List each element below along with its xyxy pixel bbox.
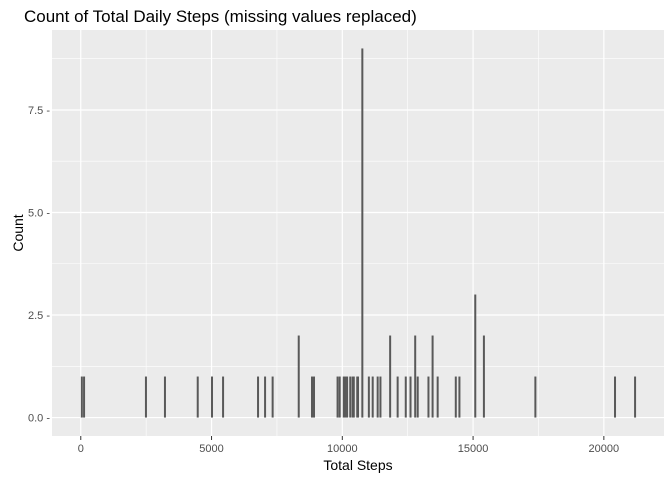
histogram-bar — [474, 294, 477, 418]
minor-gridlines — [52, 30, 664, 436]
histogram-bar — [297, 335, 300, 418]
histogram-bar — [367, 376, 370, 418]
histogram-bar — [458, 376, 461, 418]
histogram-bar — [357, 376, 359, 418]
x-axis-ticks: 0 5000 10000 15000 20000 — [78, 436, 619, 455]
histogram-bar — [264, 376, 267, 418]
histogram-bar — [196, 376, 199, 418]
histogram-bar — [336, 376, 339, 418]
histogram-bar — [222, 376, 225, 418]
histogram-bar — [163, 376, 166, 418]
y-tick-label: 2.5 - — [28, 310, 50, 322]
x-axis-title: Total Steps — [323, 457, 392, 473]
y-axis-ticks: 0.0 - 2.5 - 5.0 - 7.5 - — [28, 105, 50, 425]
x-tick-label: 20000 — [589, 443, 620, 455]
histogram-bar — [427, 376, 430, 418]
histogram-bar — [346, 376, 349, 418]
plot-panel — [52, 30, 664, 436]
y-tick-label: 7.5 - — [28, 105, 50, 117]
histogram-bar — [396, 376, 399, 418]
histogram-bar — [379, 376, 382, 418]
histogram-bar — [454, 376, 457, 418]
chart-title: Count of Total Daily Steps (missing valu… — [24, 7, 417, 26]
histogram-bar — [414, 335, 417, 418]
histogram-bar — [349, 376, 352, 418]
y-axis-title: Count — [10, 214, 26, 251]
histogram-bar — [416, 376, 419, 418]
x-tick-label: 5000 — [199, 443, 223, 455]
y-tick-label: 0.0 - — [28, 413, 50, 425]
histogram-bar — [431, 335, 434, 418]
histogram-bar — [409, 376, 412, 418]
histogram-bar — [271, 376, 274, 418]
histogram-bar — [310, 376, 313, 418]
histogram-bar — [257, 376, 260, 418]
x-tick-label: 0 — [78, 443, 84, 455]
histogram-bar — [436, 376, 439, 418]
histogram-bar — [376, 376, 379, 418]
histogram-bar — [404, 376, 407, 418]
histogram-bar — [482, 335, 485, 418]
histogram-bar — [634, 376, 637, 418]
histogram-bar — [534, 376, 537, 418]
histogram-bar — [344, 376, 347, 418]
histogram-bar — [338, 376, 341, 418]
x-tick-label: 10000 — [327, 443, 358, 455]
histogram-bar — [352, 376, 355, 418]
y-tick-label: 5.0 - — [28, 207, 50, 219]
histogram-bar — [342, 376, 345, 418]
histogram-bar — [614, 376, 617, 418]
x-tick-label: 15000 — [458, 443, 489, 455]
histogram-bar — [371, 376, 374, 418]
histogram-bar — [211, 376, 214, 418]
histogram-bar — [313, 376, 316, 418]
histogram-bar — [80, 376, 83, 418]
histogram-bar — [83, 376, 86, 418]
histogram-bars — [80, 48, 637, 418]
histogram-bar — [361, 48, 364, 418]
histogram-bar — [351, 376, 354, 418]
histogram-bar — [389, 335, 392, 418]
histogram-bar — [144, 376, 147, 418]
